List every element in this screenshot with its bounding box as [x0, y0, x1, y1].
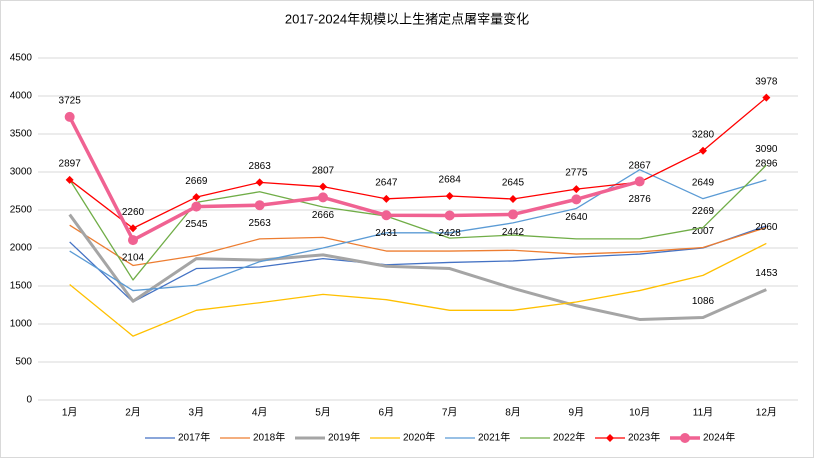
data-label: 2640 — [565, 212, 588, 223]
marker — [444, 210, 455, 221]
x-tick-label: 3月 — [189, 407, 205, 419]
data-label: 2867 — [629, 161, 652, 172]
legend-label: 2021年 — [478, 431, 510, 444]
data-label: 2428 — [439, 228, 462, 239]
series-line — [69, 242, 767, 337]
x-tick-label: 7月 — [442, 407, 458, 419]
y-tick-label: 2000 — [10, 243, 33, 254]
data-label: 3978 — [755, 76, 778, 87]
data-label: 2563 — [249, 218, 272, 229]
y-tick-label: 4500 — [10, 53, 33, 64]
x-tick-label: 6月 — [379, 407, 395, 419]
legend-label: 2023年 — [628, 431, 660, 444]
data-label: 2896 — [755, 159, 778, 170]
x-tick-label: 11月 — [693, 407, 713, 419]
marker — [572, 185, 581, 194]
y-tick-label: 1500 — [10, 281, 33, 292]
data-label: 2060 — [755, 222, 778, 233]
x-tick-label: 1月 — [62, 407, 78, 419]
marker — [129, 224, 137, 233]
series-line — [69, 225, 767, 303]
series-line — [69, 97, 767, 229]
marker — [318, 192, 328, 203]
data-label: 2007 — [692, 226, 715, 237]
marker — [382, 194, 391, 203]
data-label: 2260 — [122, 207, 145, 218]
series-line — [68, 116, 641, 242]
data-label: 3725 — [59, 96, 82, 107]
y-tick-label: 500 — [15, 357, 32, 368]
y-tick-label: 4000 — [10, 91, 33, 102]
y-tick-label: 0 — [26, 395, 32, 406]
marker — [381, 210, 392, 221]
x-tick-label: 10月 — [629, 407, 650, 419]
data-label: 2269 — [692, 206, 715, 217]
marker — [128, 235, 138, 246]
y-tick-label: 2500 — [10, 205, 33, 216]
y-tick-label: 3000 — [10, 167, 33, 178]
data-label: 2897 — [59, 158, 82, 169]
marker — [509, 194, 517, 203]
data-label: 2666 — [312, 210, 335, 221]
series-line — [69, 224, 767, 267]
marker — [254, 200, 265, 211]
marker — [508, 209, 518, 220]
chart-title: 2017-2024年规模以上生猪定点屠宰量变化 — [285, 11, 529, 26]
legend-label: 2024年 — [703, 431, 735, 444]
marker — [191, 201, 202, 212]
marker — [65, 175, 74, 184]
marker — [571, 194, 582, 205]
series-line — [69, 169, 767, 292]
legend-label: 2019年 — [328, 431, 360, 444]
marker — [192, 193, 201, 202]
data-label: 2669 — [185, 176, 208, 187]
x-tick-label: 5月 — [315, 407, 331, 419]
data-label: 1086 — [692, 296, 715, 307]
marker — [445, 192, 454, 201]
x-tick-label: 2月 — [125, 407, 141, 419]
data-label: 2649 — [692, 177, 715, 188]
data-label: 1453 — [755, 268, 778, 279]
series-line — [68, 213, 767, 321]
marker — [255, 178, 264, 187]
data-label: 2545 — [185, 219, 208, 230]
legend-label: 2018年 — [253, 431, 285, 444]
x-tick-label: 12月 — [756, 407, 777, 419]
legend-marker — [680, 433, 690, 443]
marker — [634, 176, 645, 187]
x-tick-label: 4月 — [252, 407, 268, 419]
data-label: 2807 — [312, 165, 335, 176]
y-tick-label: 3500 — [10, 129, 33, 140]
data-label: 3090 — [755, 144, 778, 155]
data-label: 2775 — [565, 168, 588, 179]
series-line — [69, 164, 767, 281]
marker — [64, 111, 75, 122]
marker — [699, 146, 707, 155]
legend-label: 2017年 — [178, 431, 210, 444]
legend-label: 2022年 — [553, 431, 585, 444]
data-label: 2431 — [375, 228, 398, 239]
x-tick-label: 8月 — [505, 407, 521, 419]
data-label: 3280 — [692, 129, 715, 140]
data-label: 2104 — [122, 253, 145, 264]
y-tick-label: 1000 — [10, 319, 33, 330]
data-label: 2684 — [439, 175, 462, 186]
x-tick-label: 9月 — [569, 407, 585, 419]
data-label: 2863 — [249, 161, 272, 172]
marker — [319, 182, 327, 191]
data-label: 2442 — [502, 227, 525, 238]
legend-marker — [606, 434, 614, 442]
legend-label: 2020年 — [403, 431, 435, 444]
data-label: 2645 — [502, 178, 525, 189]
marker — [762, 93, 771, 102]
data-label: 2876 — [629, 194, 652, 205]
data-label: 2647 — [375, 177, 398, 188]
